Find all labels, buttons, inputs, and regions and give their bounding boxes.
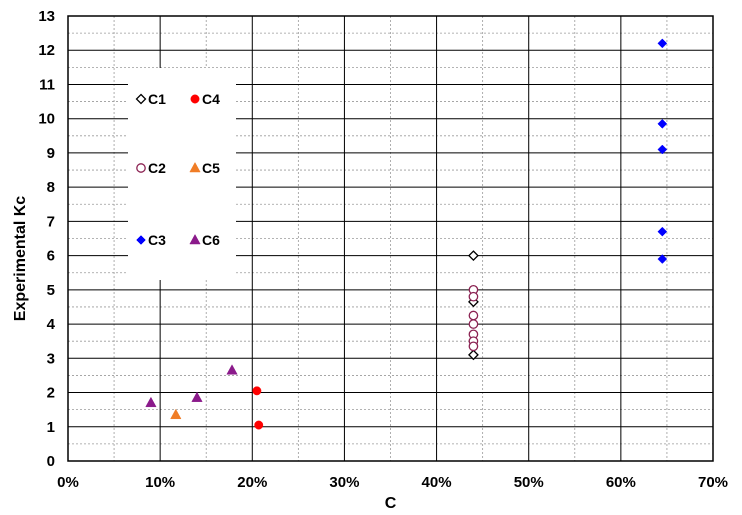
x-axis-title: C xyxy=(385,495,397,512)
legend-label-c4: C4 xyxy=(202,91,220,107)
data-point-c5 xyxy=(170,408,182,420)
data-point-c6 xyxy=(191,391,203,402)
y-tick-label: 3 xyxy=(47,350,55,367)
y-tick-label: 11 xyxy=(39,76,55,93)
legend-marker-c3 xyxy=(136,235,146,245)
y-tick-label: 8 xyxy=(47,179,55,196)
y-tick-label: 4 xyxy=(47,316,56,333)
data-point-c2 xyxy=(468,341,479,352)
data-point-c2 xyxy=(468,310,479,321)
x-tick-label: 70% xyxy=(698,474,728,491)
x-tick-label: 40% xyxy=(422,474,452,491)
data-point-c1 xyxy=(468,250,479,262)
y-tick-label: 5 xyxy=(47,282,55,299)
legend-label-c2: C2 xyxy=(148,160,166,176)
data-point-c3 xyxy=(657,254,668,264)
y-tick-label: 1 xyxy=(47,419,55,436)
legend-label-c1: C1 xyxy=(148,91,166,107)
data-point-c4 xyxy=(252,386,262,396)
data-point-c1 xyxy=(468,349,479,361)
legend-marker-c1 xyxy=(135,93,147,105)
data-point-c3 xyxy=(657,38,668,49)
x-axis-tick-labels: 0% 10% 20% 30% 40% 50% 60% 70% xyxy=(57,474,728,491)
series-c6 xyxy=(145,364,238,408)
x-tick-label: 60% xyxy=(606,474,636,491)
series-c4 xyxy=(252,386,264,430)
y-tick-label: 7 xyxy=(47,213,55,230)
legend: C1 C2 C3 C4 C5 C6 xyxy=(128,68,236,280)
y-tick-label: 12 xyxy=(38,42,55,59)
legend-marker-c6 xyxy=(189,233,201,245)
series-c5 xyxy=(170,408,182,420)
data-point-c3 xyxy=(657,226,668,237)
data-point-c6 xyxy=(226,364,238,375)
data-point-c4 xyxy=(254,420,264,430)
y-axis-title: Experimental Kc xyxy=(12,196,29,321)
y-tick-label: 10 xyxy=(38,111,55,128)
x-tick-label: 20% xyxy=(237,474,267,491)
data-point-c3 xyxy=(657,144,668,155)
y-tick-label: 9 xyxy=(47,145,55,162)
y-tick-label: 2 xyxy=(47,385,55,402)
data-points xyxy=(145,38,668,430)
x-tick-label: 30% xyxy=(329,474,359,491)
legend-label-c3: C3 xyxy=(148,232,166,248)
minor-gridlines xyxy=(68,16,713,461)
x-tick-label: 10% xyxy=(145,474,175,491)
x-tick-label: 0% xyxy=(57,474,79,491)
series-c2 xyxy=(468,284,479,352)
data-point-c2 xyxy=(468,291,479,302)
data-point-c2 xyxy=(468,319,479,329)
data-point-c6 xyxy=(145,396,157,408)
legend-label-c5: C5 xyxy=(202,160,220,176)
y-tick-label: 13 xyxy=(38,8,55,25)
legend-marker-c4 xyxy=(190,94,200,104)
x-tick-label: 50% xyxy=(514,474,544,491)
y-tick-label: 0 xyxy=(47,453,55,470)
y-tick-label: 6 xyxy=(47,248,55,265)
series-c3 xyxy=(657,38,668,264)
legend-marker-c5 xyxy=(189,161,201,173)
legend-background xyxy=(128,68,236,280)
legend-marker-c2 xyxy=(136,163,146,173)
plot-frame xyxy=(67,15,714,462)
legend-label-c6: C6 xyxy=(202,232,220,248)
data-point-c3 xyxy=(657,118,668,129)
